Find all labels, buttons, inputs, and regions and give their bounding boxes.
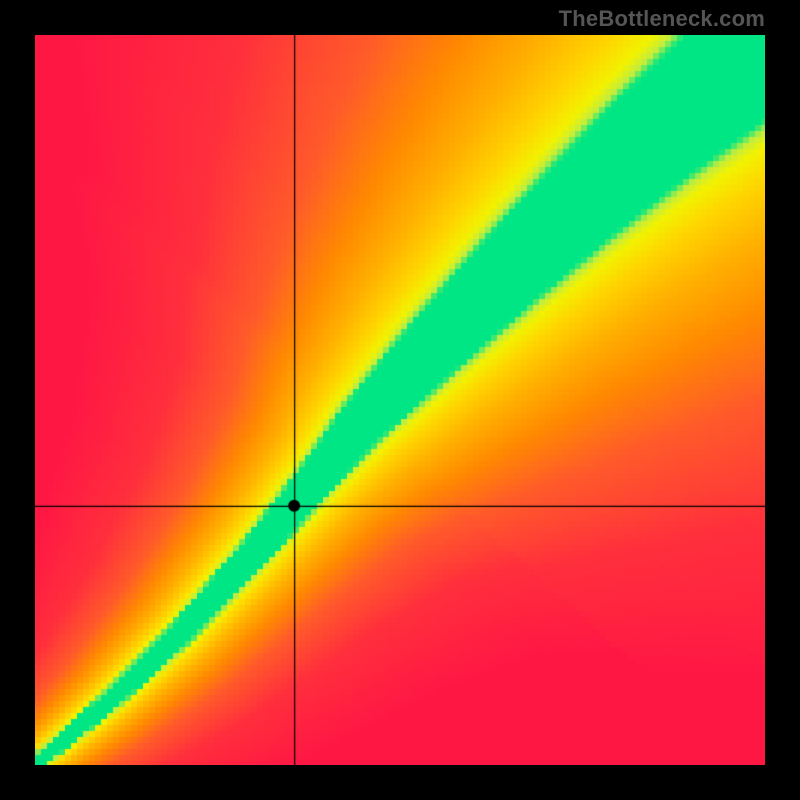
- heatmap-canvas: [35, 35, 765, 765]
- watermark-text: TheBottleneck.com: [559, 6, 765, 32]
